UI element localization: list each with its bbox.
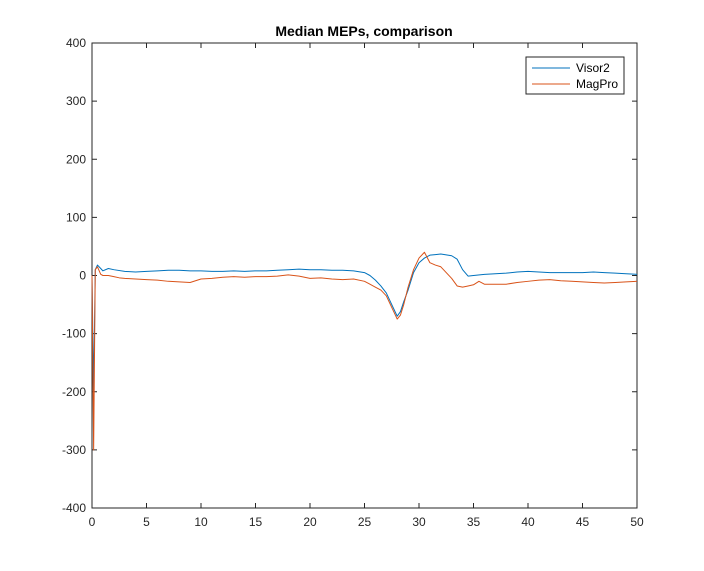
x-tick-label: 35 — [467, 515, 481, 529]
y-axis: -400 -300 -200 -100 0 100 200 300 400 — [62, 36, 637, 515]
series-line-magpro — [91, 251, 638, 451]
x-tick-label: 45 — [576, 515, 590, 529]
axes-box — [91, 42, 638, 509]
legend: Visor2 MagPro — [525, 56, 625, 95]
y-tick-label: 300 — [66, 94, 86, 108]
x-tick-label: 20 — [303, 515, 317, 529]
y-tick-label: 0 — [79, 269, 86, 283]
x-tick-label: 0 — [89, 515, 96, 529]
series-group — [91, 251, 638, 451]
y-tick-label: 200 — [66, 152, 86, 166]
x-tick-label: 5 — [143, 515, 150, 529]
series-line-visor2 — [91, 253, 638, 393]
y-tick-label: -200 — [62, 385, 86, 399]
legend-label-magpro: MagPro — [576, 77, 618, 91]
legend-label-visor2: Visor2 — [576, 61, 610, 75]
x-axis: 0 5 10 15 20 25 30 35 40 45 50 — [89, 43, 644, 529]
y-tick-label: -100 — [62, 327, 86, 341]
x-tick-label: 30 — [412, 515, 426, 529]
legend-box — [525, 56, 625, 95]
y-tick-label: 100 — [66, 210, 86, 224]
y-tick-label: 400 — [66, 36, 86, 50]
x-tick-label: 40 — [521, 515, 535, 529]
chart-title: Median MEPs, comparison — [275, 23, 452, 39]
x-tick-label: 25 — [358, 515, 372, 529]
plot-area — [91, 42, 638, 509]
x-tick-label: 10 — [194, 515, 208, 529]
x-tick-label: 15 — [249, 515, 263, 529]
x-tick-label: 50 — [630, 515, 644, 529]
y-tick-label: -400 — [62, 501, 86, 515]
y-tick-label: -300 — [62, 443, 86, 457]
